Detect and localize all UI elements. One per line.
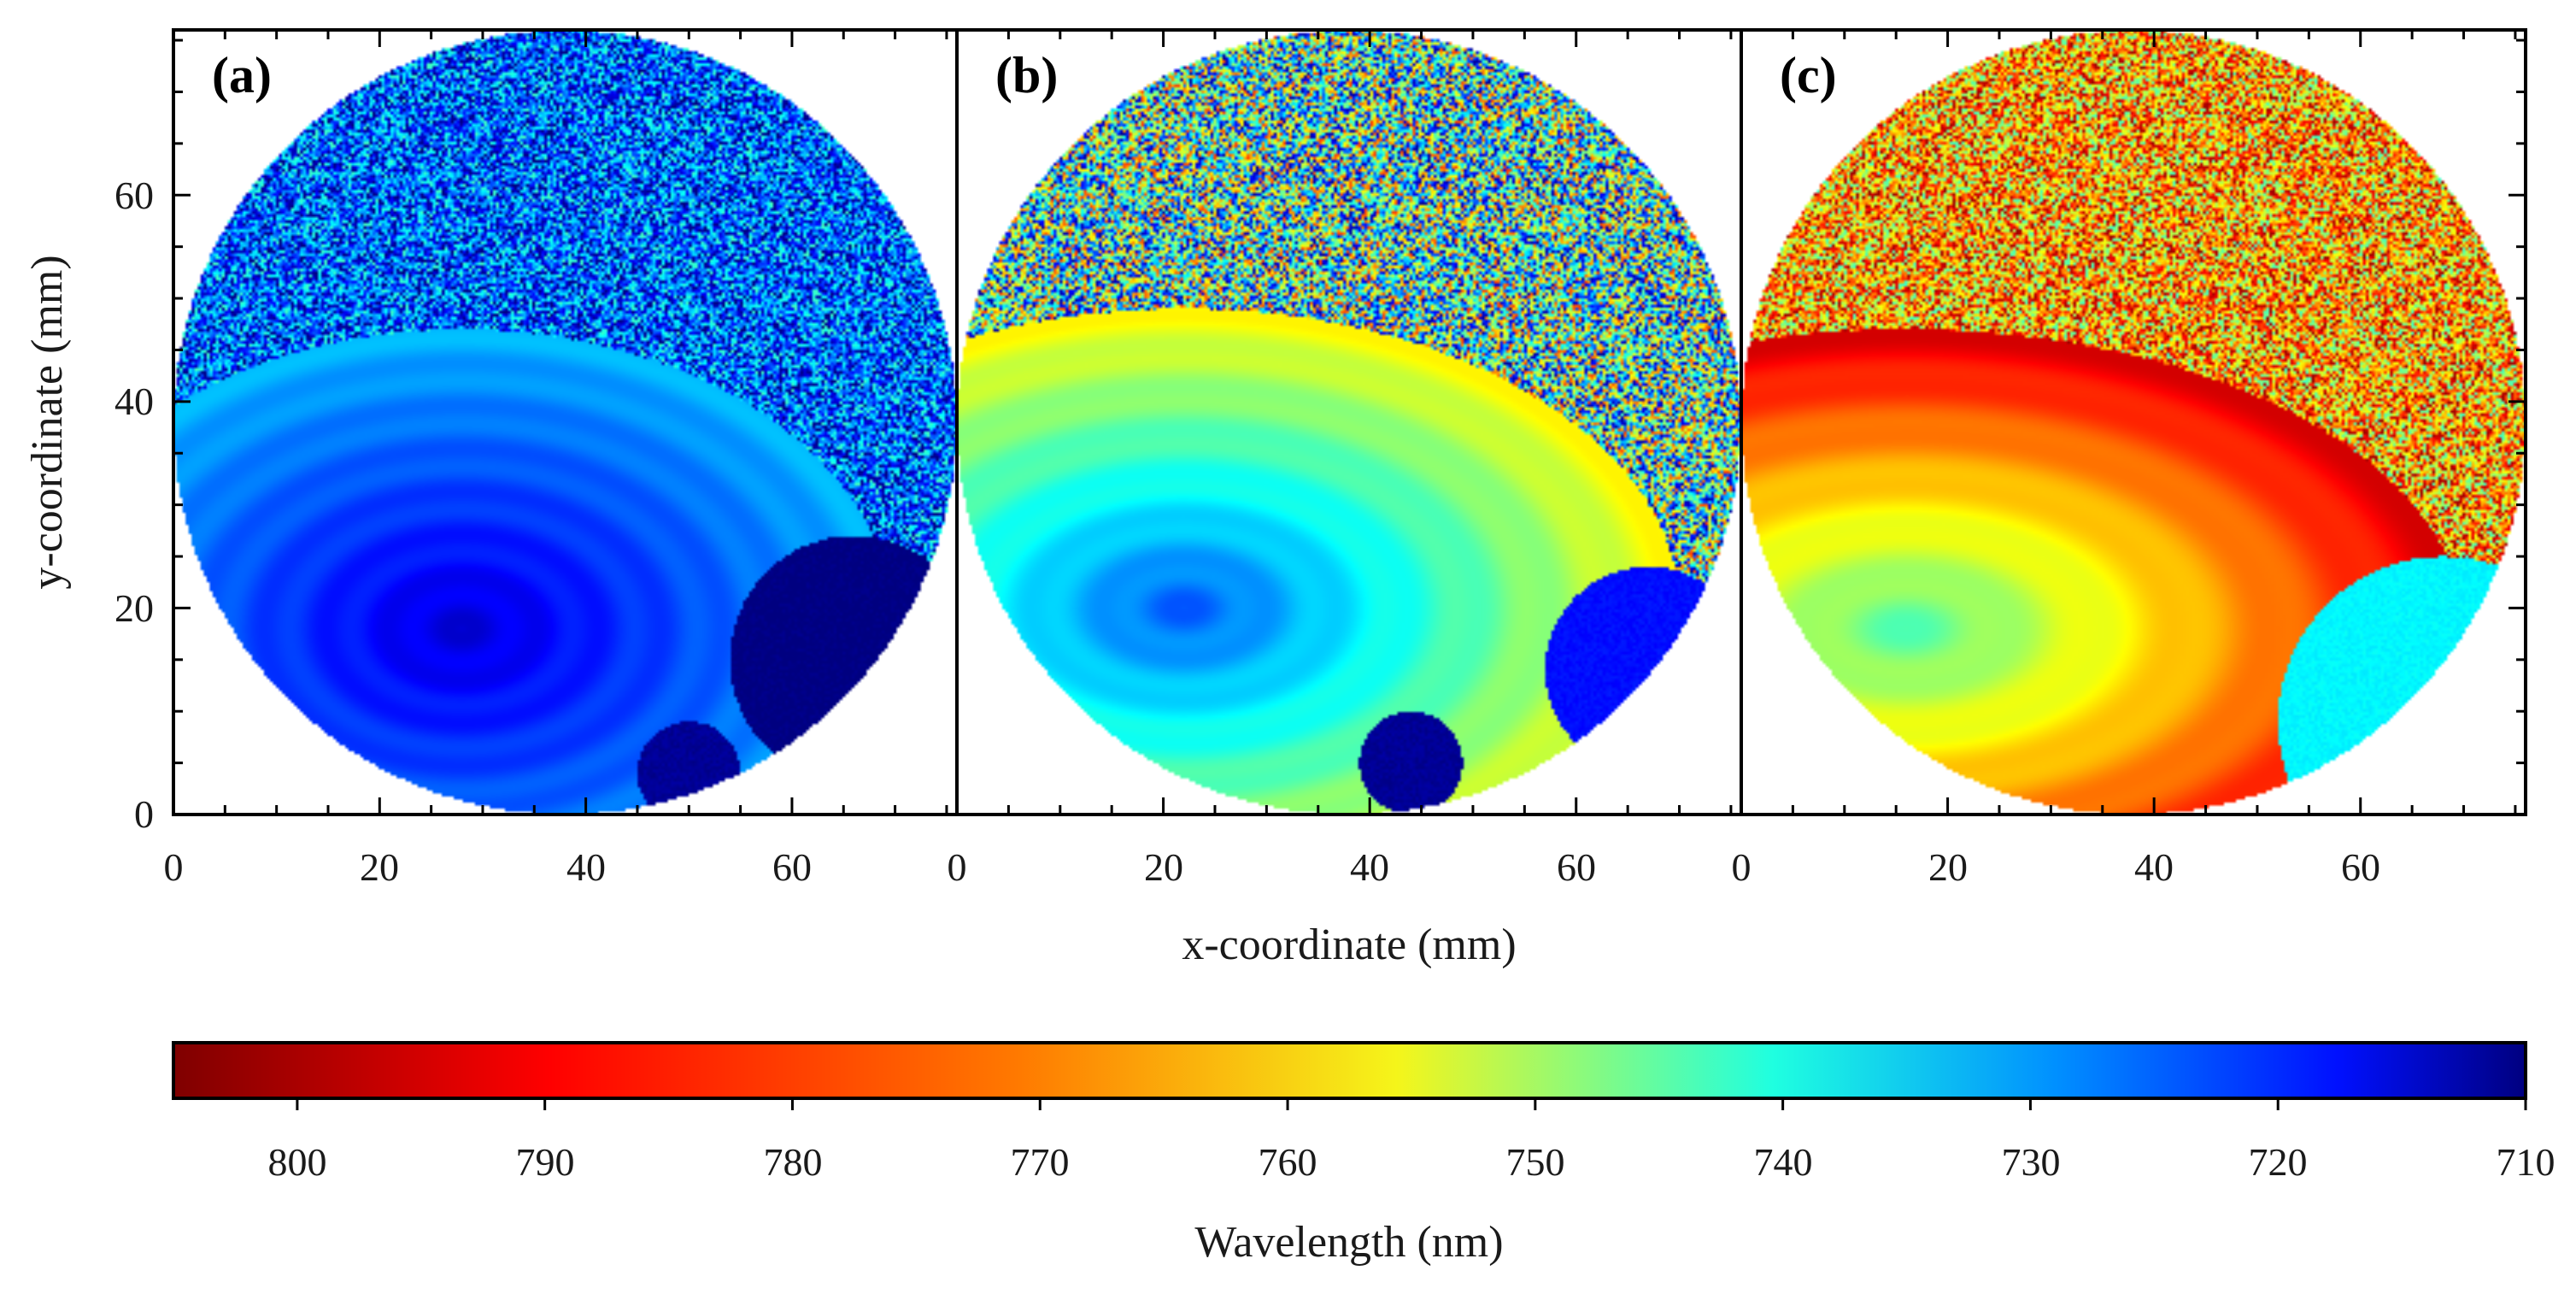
x-tick-label-b-0: 0 — [948, 845, 967, 889]
y-axis-label: y-coordinate (mm) — [23, 255, 72, 589]
x-tick-label-c-3: 60 — [2341, 845, 2380, 889]
x-tick-label-b-1: 20 — [1144, 845, 1183, 889]
colorbar-tick-label-2: 780 — [764, 1140, 823, 1184]
y-tick-label-2: 40 — [114, 379, 154, 423]
panel-label-b: (b) — [995, 47, 1058, 103]
y-tick-label-1: 20 — [114, 586, 154, 630]
panel-c: (c) 0 20 40 60 — [1732, 28, 2527, 889]
x-tick-label-a-1: 20 — [360, 845, 399, 889]
colorbar: 800 790 780 770 760 750 740 730 720 710 … — [172, 1041, 2555, 1267]
panel-label-a: (a) — [212, 47, 272, 103]
x-axis-label: x-coordinate (mm) — [1182, 921, 1516, 969]
x-tick-label-c-0: 0 — [1732, 845, 1752, 889]
colorbar-tick-label-7: 730 — [2002, 1140, 2061, 1184]
panel-frame-c — [1740, 28, 2527, 816]
y-tick-label-3: 60 — [114, 174, 154, 217]
x-tick-label-b-3: 60 — [1557, 845, 1596, 889]
x-tick-label-a-2: 40 — [566, 845, 606, 889]
colorbar-tick-label-9: 710 — [2497, 1140, 2555, 1184]
x-tick-label-a-0: 0 — [164, 845, 184, 889]
x-tick-label-a-3: 60 — [772, 845, 812, 889]
panel-a: (a) 0 20 40 60 0 20 40 60 — [114, 28, 959, 889]
colorbar-frame — [172, 1041, 2527, 1100]
colorbar-tick-label-8: 720 — [2249, 1140, 2308, 1184]
panel-b: (b) 0 20 40 60 — [948, 28, 1743, 889]
x-tick-label-c-1: 20 — [1928, 845, 1968, 889]
colorbar-tick-label-3: 770 — [1011, 1140, 1070, 1184]
ticks-c — [1740, 30, 2526, 816]
heatmap-image-c — [1741, 30, 2526, 815]
colorbar-ticks — [296, 1098, 2527, 1110]
y-tick-label-0: 0 — [134, 792, 154, 836]
colorbar-tick-label-6: 740 — [1754, 1140, 1813, 1184]
colorbar-tick-label-1: 790 — [516, 1140, 575, 1184]
x-tick-label-c-2: 40 — [2134, 845, 2174, 889]
heatmap-image-a — [173, 30, 957, 815]
colorbar-label: Wavelength (nm) — [1194, 1218, 1503, 1267]
colorbar-tick-label-5: 750 — [1506, 1140, 1565, 1184]
colorbar-tick-label-0: 800 — [268, 1140, 327, 1184]
heatmap-image-b — [957, 30, 1741, 815]
colorbar-tick-label-4: 760 — [1259, 1140, 1317, 1184]
ticks-b — [955, 30, 1733, 815]
ticks-a — [172, 30, 948, 816]
x-tick-label-b-2: 40 — [1350, 845, 1389, 889]
panel-label-c: (c) — [1780, 47, 1837, 103]
colorbar-gradient — [173, 1043, 2526, 1098]
